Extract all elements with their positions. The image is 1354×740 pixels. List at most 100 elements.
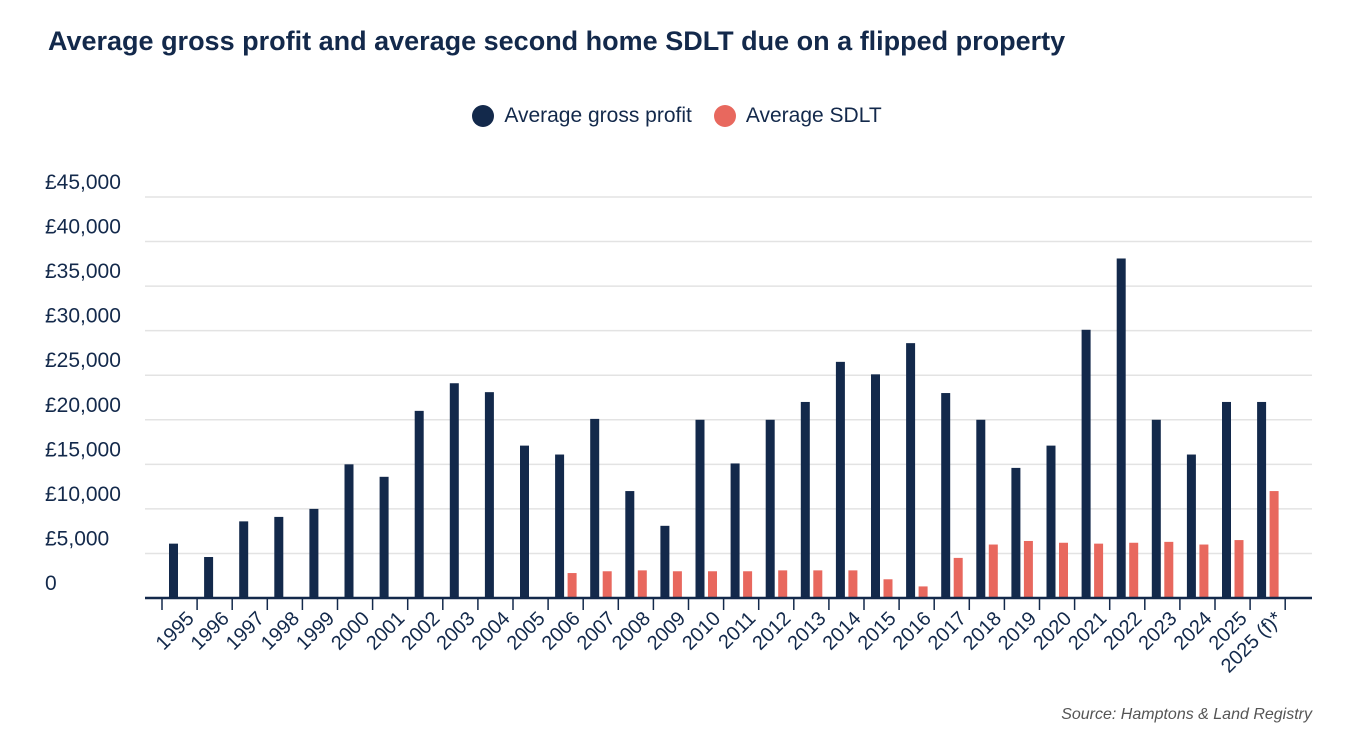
source-note: Source: Hamptons & Land Registry: [1061, 706, 1312, 723]
legend-item-sdlt: Average SDLT: [713, 104, 882, 128]
bar-profit: [1081, 329, 1091, 598]
bar-profit: [1151, 419, 1161, 598]
bar-profit: [309, 508, 319, 598]
x-tick-label: 2009: [643, 608, 690, 655]
x-tick-label: 2007: [573, 608, 620, 655]
bar-profit: [660, 525, 670, 598]
bar-profit: [835, 361, 845, 598]
bar-profit: [1186, 454, 1196, 598]
bar-profit: [871, 374, 880, 598]
bar-profit: [590, 418, 600, 598]
chart-title: Average gross profit and average second …: [48, 26, 1066, 56]
bar-sdlt: [1129, 542, 1139, 598]
bar-profit: [344, 464, 354, 598]
bar-profit: [555, 454, 565, 598]
bar-profit: [1257, 401, 1267, 598]
x-tick-label: 1999: [292, 608, 339, 655]
x-tick-label: 1995: [152, 608, 199, 655]
legend-swatch-profit: [472, 105, 495, 127]
y-tick-label: £5,000: [45, 527, 109, 550]
bar-sdlt: [637, 570, 647, 598]
bar-sdlt: [953, 557, 963, 598]
bar-profit: [169, 543, 178, 598]
bar-profit: [484, 392, 494, 598]
bar-profit: [379, 476, 389, 598]
x-tick-label: 2013: [783, 608, 830, 655]
bar-sdlt: [813, 570, 823, 598]
x-tick-label: 2012: [748, 608, 795, 655]
x-tick-label: 2017: [924, 608, 971, 655]
legend-item-profit: Average gross profit: [472, 104, 692, 128]
bar-sdlt: [778, 570, 788, 598]
bar-sdlt: [1094, 543, 1104, 598]
bar-sdlt: [1234, 540, 1244, 598]
x-tick-label: 1996: [187, 608, 234, 655]
x-tick-label: 2015: [854, 608, 901, 655]
bar-sdlt: [602, 571, 612, 598]
x-tick-label: 2008: [608, 608, 655, 655]
x-tick-label: 2010: [678, 608, 725, 655]
bar-profit: [1011, 467, 1021, 598]
bar-sdlt: [1164, 541, 1174, 598]
bar-sdlt: [672, 571, 682, 598]
x-tick-label: 2019: [994, 608, 1041, 655]
x-tick-label: 2020: [1029, 608, 1076, 655]
x-tick-label: 2003: [432, 608, 479, 655]
bar-profit: [449, 383, 459, 598]
bar-sdlt: [1059, 542, 1068, 598]
y-tick-label: £15,000: [45, 438, 121, 461]
y-tick-label: £20,000: [45, 394, 121, 417]
x-tick-label: 2005: [503, 608, 550, 655]
bar-sdlt: [743, 571, 753, 598]
x-tick-label: 2021: [1064, 608, 1111, 655]
x-tick-label: 2023: [1134, 608, 1181, 655]
y-tick-label: £10,000: [45, 483, 121, 506]
y-tick-label: 0: [45, 572, 57, 595]
legend-label-sdlt: Average SDLT: [745, 104, 882, 127]
bar-sdlt: [567, 573, 577, 598]
bar-sdlt: [1269, 491, 1279, 598]
x-tick-label: 1998: [257, 608, 304, 655]
bar-profit: [625, 491, 635, 598]
bar-sdlt: [1023, 540, 1033, 598]
bar-profit: [941, 393, 951, 598]
x-tick-label: 1997: [222, 608, 269, 655]
x-tick-label: 2000: [327, 608, 374, 655]
x-tick-label: 2001: [362, 608, 409, 655]
bar-profit: [274, 516, 284, 598]
x-tick-label: 2006: [538, 608, 585, 655]
bar-profit: [800, 401, 810, 598]
x-tick-label: 2014: [819, 608, 866, 655]
y-tick-label: £35,000: [45, 260, 121, 283]
bar-profit: [765, 419, 775, 598]
bar-sdlt: [988, 544, 998, 598]
x-tick-label: 2004: [468, 608, 515, 655]
bar-profit: [976, 419, 986, 598]
y-tick-label: £45,000: [45, 171, 121, 194]
bar-profit: [204, 557, 214, 598]
bar-profit: [414, 410, 424, 598]
y-tick-label: £40,000: [45, 216, 121, 239]
bar-profit: [520, 445, 529, 598]
bar-profit: [1116, 258, 1126, 598]
x-tick-label: 2011: [714, 608, 760, 654]
bar-profit: [906, 343, 916, 598]
bar-profit: [1222, 401, 1231, 598]
y-tick-label: £30,000: [45, 305, 121, 328]
legend-label-profit: Average gross profit: [504, 104, 692, 127]
legend: Average gross profit Average SDLT: [0, 104, 1354, 128]
y-tick-label: £25,000: [45, 349, 121, 372]
x-tick-label: 2016: [889, 608, 936, 655]
bar-sdlt: [708, 571, 717, 598]
x-tick-label: 2018: [959, 608, 1006, 655]
bar-profit: [1046, 445, 1056, 598]
bar-profit: [239, 521, 249, 598]
bar-sdlt: [1199, 544, 1209, 598]
bar-sdlt: [848, 570, 858, 598]
legend-swatch-sdlt: [713, 105, 736, 127]
bar-sdlt: [918, 586, 928, 598]
x-tick-label: 2022: [1099, 608, 1146, 655]
x-tick-label: 2024: [1170, 608, 1217, 655]
bar-profit: [730, 463, 740, 598]
